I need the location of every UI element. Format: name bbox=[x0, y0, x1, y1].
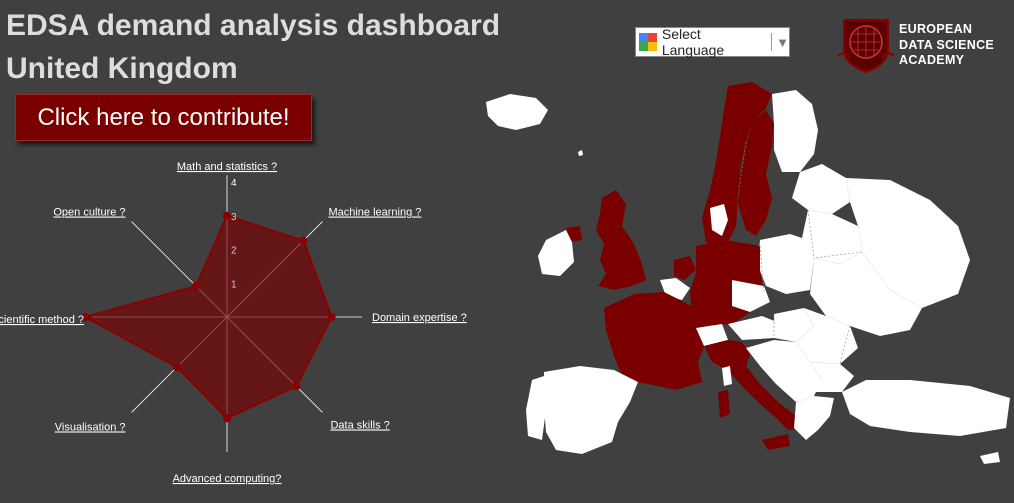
radar-data-point bbox=[81, 313, 90, 321]
map-country-balkans[interactable] bbox=[746, 340, 822, 402]
map-country-russia[interactable] bbox=[846, 178, 970, 308]
page-title: EDSA demand analysis dashboard United Ki… bbox=[6, 4, 500, 90]
radar-axis-label[interactable]: Math and statistics ? bbox=[177, 161, 277, 173]
academy-name-line1: EUROPEAN bbox=[899, 22, 973, 36]
map-country-baltics[interactable] bbox=[792, 164, 850, 214]
map-country-netherlands[interactable] bbox=[674, 256, 696, 280]
map-country-cyprus[interactable] bbox=[980, 452, 1000, 464]
radar-axis-label[interactable]: Advanced computing? bbox=[173, 473, 282, 485]
map-country-corsica[interactable] bbox=[722, 366, 732, 386]
map-country-faroe[interactable] bbox=[578, 150, 583, 156]
map-country-portugal[interactable] bbox=[526, 376, 546, 440]
radar-data-point bbox=[299, 236, 308, 245]
radar-data-point bbox=[191, 281, 200, 290]
map-country-finland[interactable] bbox=[772, 90, 818, 172]
language-select[interactable]: Select Language ▼ bbox=[635, 26, 790, 58]
map-country-iceland[interactable] bbox=[486, 94, 548, 130]
europe-map[interactable] bbox=[470, 80, 1014, 503]
skills-radar-chart: 1 2 3 4 Math and statistics ? Machine learnin… bbox=[0, 161, 467, 485]
radar-scale-tick: 4 bbox=[231, 178, 237, 189]
radar-scale-tick: 2 bbox=[231, 246, 237, 257]
radar-scale-tick: 1 bbox=[231, 279, 237, 290]
map-country-romania[interactable] bbox=[796, 308, 858, 364]
map-country-hungary[interactable] bbox=[774, 308, 814, 342]
map-country-greece[interactable] bbox=[794, 396, 834, 440]
map-country-ireland[interactable] bbox=[538, 230, 574, 276]
map-country-ukraine[interactable] bbox=[810, 252, 922, 336]
map-country-italy[interactable] bbox=[704, 340, 802, 430]
map-country-sicily[interactable] bbox=[762, 434, 790, 450]
map-country-switzerland[interactable] bbox=[696, 324, 728, 346]
radar-scale-tick: 3 bbox=[231, 212, 237, 223]
radar-axis-label[interactable]: Scientific method ? bbox=[0, 314, 84, 326]
map-country-spain[interactable] bbox=[544, 366, 638, 454]
page-title-country: United Kingdom bbox=[6, 52, 238, 85]
map-country-sardinia[interactable] bbox=[718, 390, 730, 418]
chevron-down-icon: ▼ bbox=[776, 34, 789, 50]
map-country-denmark[interactable] bbox=[710, 204, 728, 236]
contribute-button[interactable]: Click here to contribute! bbox=[15, 94, 312, 141]
radar-axis-label[interactable]: Machine learning ? bbox=[328, 207, 421, 219]
academy-logo-link[interactable]: EUROPEAN DATA SCIENCE ACADEMY bbox=[836, 12, 1011, 76]
map-country-turkey[interactable] bbox=[842, 380, 1010, 436]
language-select-label: Select Language bbox=[661, 26, 725, 58]
map-country-bulgaria[interactable] bbox=[810, 362, 854, 392]
google-translate-icon bbox=[639, 33, 657, 51]
radar-data-point bbox=[292, 382, 301, 391]
map-country-united-kingdom[interactable] bbox=[596, 190, 646, 290]
radar-axis-label[interactable]: Domain expertise ? bbox=[372, 312, 467, 324]
radar-data-point bbox=[223, 414, 231, 423]
academy-name: EUROPEAN DATA SCIENCE ACADEMY bbox=[899, 22, 994, 69]
radar-axis-label[interactable]: Data skills ? bbox=[330, 419, 389, 431]
radar-data-point bbox=[172, 363, 181, 372]
map-country-france[interactable] bbox=[604, 292, 708, 390]
map-country-belarus[interactable] bbox=[802, 210, 862, 264]
radar-data-point bbox=[327, 313, 336, 321]
academy-crest-icon bbox=[837, 19, 895, 74]
radar-axis-label[interactable]: Visualisation ? bbox=[55, 421, 126, 433]
academy-name-line3: ACADEMY bbox=[899, 53, 965, 67]
page-title-line1: EDSA demand analysis dashboard bbox=[6, 9, 501, 42]
map-country-sweden[interactable] bbox=[738, 110, 774, 236]
map-country-czech-republic[interactable] bbox=[732, 280, 770, 312]
radar-axis-label[interactable]: Open culture ? bbox=[53, 207, 125, 219]
academy-name-line2: DATA SCIENCE bbox=[899, 37, 995, 52]
radar-data-point bbox=[223, 211, 231, 220]
map-country-poland[interactable] bbox=[758, 234, 814, 294]
language-divider bbox=[771, 33, 773, 51]
map-country-austria[interactable] bbox=[728, 316, 782, 340]
